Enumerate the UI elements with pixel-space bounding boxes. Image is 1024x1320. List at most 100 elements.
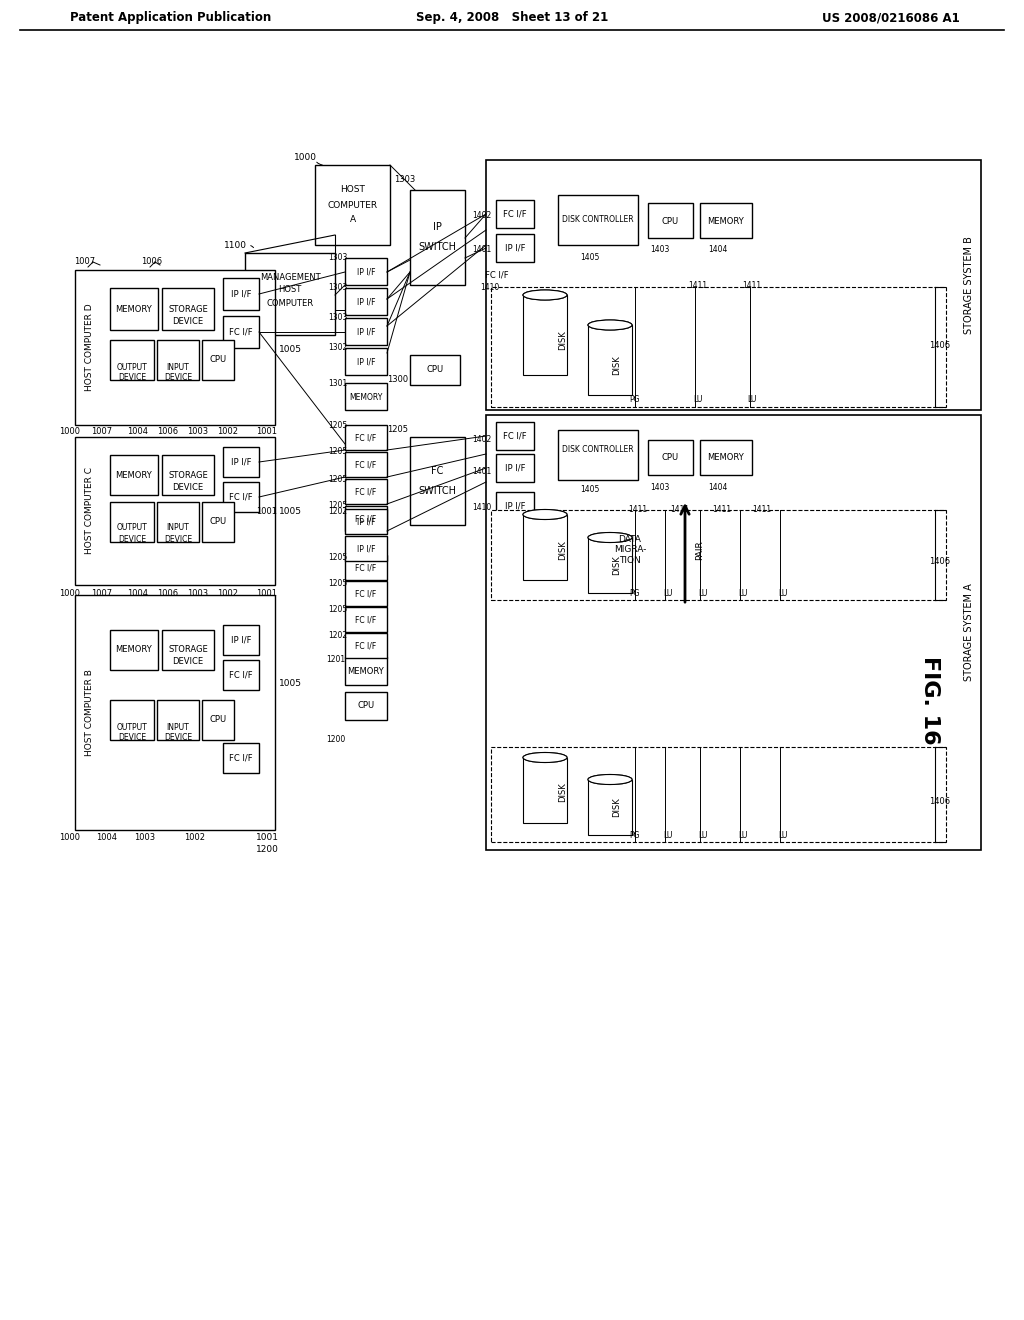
FancyBboxPatch shape xyxy=(345,348,387,375)
Ellipse shape xyxy=(588,319,632,330)
Ellipse shape xyxy=(588,829,632,840)
Text: SWITCH: SWITCH xyxy=(419,243,457,252)
FancyBboxPatch shape xyxy=(345,657,387,685)
Text: 1000: 1000 xyxy=(294,153,316,162)
Text: HOST COMPUTER B: HOST COMPUTER B xyxy=(85,669,93,756)
Text: FC I/F: FC I/F xyxy=(355,461,377,470)
Text: IP I/F: IP I/F xyxy=(505,463,525,473)
Ellipse shape xyxy=(588,775,632,784)
Text: LU: LU xyxy=(698,830,708,840)
Ellipse shape xyxy=(523,370,567,380)
Text: HOST COMPUTER C: HOST COMPUTER C xyxy=(85,467,93,554)
Text: 1007: 1007 xyxy=(91,589,113,598)
Text: MEMORY: MEMORY xyxy=(116,470,153,479)
Text: IP I/F: IP I/F xyxy=(356,297,375,306)
FancyBboxPatch shape xyxy=(490,510,946,601)
Text: 1401: 1401 xyxy=(472,466,492,475)
Text: 1202: 1202 xyxy=(329,507,347,516)
FancyBboxPatch shape xyxy=(345,451,387,477)
Text: Sep. 4, 2008   Sheet 13 of 21: Sep. 4, 2008 Sheet 13 of 21 xyxy=(416,12,608,25)
Text: HOST COMPUTER D: HOST COMPUTER D xyxy=(85,304,93,391)
Text: MEMORY: MEMORY xyxy=(708,216,744,226)
Text: PG: PG xyxy=(630,830,640,840)
Text: IP I/F: IP I/F xyxy=(356,268,375,276)
Text: DEVICE: DEVICE xyxy=(164,374,193,383)
Text: CPU: CPU xyxy=(210,517,226,527)
FancyBboxPatch shape xyxy=(496,201,534,228)
FancyBboxPatch shape xyxy=(245,253,335,335)
FancyBboxPatch shape xyxy=(345,607,387,632)
Text: DEVICE: DEVICE xyxy=(172,317,204,326)
Text: 1004: 1004 xyxy=(128,589,148,598)
Text: 1303: 1303 xyxy=(329,253,348,263)
FancyBboxPatch shape xyxy=(410,355,460,385)
Text: 1300: 1300 xyxy=(387,375,409,384)
Text: 1410: 1410 xyxy=(472,503,492,512)
Text: STORAGE SYSTEM A: STORAGE SYSTEM A xyxy=(964,583,974,681)
Text: 1004: 1004 xyxy=(128,428,148,437)
Text: 1405: 1405 xyxy=(581,486,600,495)
FancyBboxPatch shape xyxy=(700,440,752,475)
Text: INPUT: INPUT xyxy=(167,524,189,532)
FancyBboxPatch shape xyxy=(315,165,390,246)
Text: FC I/F: FC I/F xyxy=(229,754,253,763)
Text: IP I/F: IP I/F xyxy=(356,517,375,527)
FancyBboxPatch shape xyxy=(523,758,567,822)
Text: STORAGE: STORAGE xyxy=(168,470,208,479)
Text: 1411: 1411 xyxy=(629,506,647,515)
FancyBboxPatch shape xyxy=(490,286,946,407)
Text: IP I/F: IP I/F xyxy=(356,544,375,553)
Text: FC I/F: FC I/F xyxy=(355,564,377,573)
Text: DEVICE: DEVICE xyxy=(164,734,193,742)
Text: 1200: 1200 xyxy=(256,846,279,854)
FancyBboxPatch shape xyxy=(202,341,234,380)
FancyBboxPatch shape xyxy=(157,341,199,380)
Text: 1411: 1411 xyxy=(742,281,762,289)
Text: FC I/F: FC I/F xyxy=(355,615,377,624)
FancyBboxPatch shape xyxy=(496,234,534,261)
Text: 1002: 1002 xyxy=(184,833,206,842)
Text: 1411: 1411 xyxy=(753,506,771,515)
Text: DISK: DISK xyxy=(558,540,567,560)
Text: 1001: 1001 xyxy=(256,428,278,437)
Text: FC: FC xyxy=(431,466,443,477)
Text: LU: LU xyxy=(748,396,757,404)
Text: LU: LU xyxy=(698,589,708,598)
Text: 1001: 1001 xyxy=(256,589,278,598)
Text: LU: LU xyxy=(778,830,787,840)
FancyBboxPatch shape xyxy=(345,506,387,531)
FancyBboxPatch shape xyxy=(648,440,693,475)
Text: 1001: 1001 xyxy=(256,507,278,516)
Ellipse shape xyxy=(588,775,632,784)
Text: 1000: 1000 xyxy=(59,833,81,842)
FancyBboxPatch shape xyxy=(523,515,567,579)
FancyBboxPatch shape xyxy=(486,414,981,850)
Text: 1003: 1003 xyxy=(187,428,209,437)
FancyBboxPatch shape xyxy=(223,743,259,774)
FancyBboxPatch shape xyxy=(223,315,259,348)
Text: LU: LU xyxy=(778,589,787,598)
FancyBboxPatch shape xyxy=(496,492,534,520)
Text: DISK CONTROLLER: DISK CONTROLLER xyxy=(562,215,634,224)
Ellipse shape xyxy=(588,532,632,543)
Text: 1005: 1005 xyxy=(279,678,301,688)
Text: 1001: 1001 xyxy=(256,833,279,842)
Text: 1401: 1401 xyxy=(472,246,492,255)
Text: FC I/F: FC I/F xyxy=(229,492,253,502)
Text: IP I/F: IP I/F xyxy=(230,458,251,466)
FancyBboxPatch shape xyxy=(162,455,214,495)
FancyBboxPatch shape xyxy=(75,437,275,585)
FancyBboxPatch shape xyxy=(110,341,154,380)
Text: HOST: HOST xyxy=(340,186,365,194)
Text: INPUT: INPUT xyxy=(167,722,189,731)
Text: 1202: 1202 xyxy=(329,631,347,640)
Text: PG: PG xyxy=(630,589,640,598)
Text: 1002: 1002 xyxy=(217,428,239,437)
Text: COMPUTER: COMPUTER xyxy=(328,201,378,210)
FancyBboxPatch shape xyxy=(345,634,387,657)
FancyBboxPatch shape xyxy=(202,502,234,543)
Text: FC I/F: FC I/F xyxy=(355,642,377,651)
FancyBboxPatch shape xyxy=(345,318,387,345)
Text: 1205: 1205 xyxy=(329,579,347,589)
Text: IP I/F: IP I/F xyxy=(505,243,525,252)
